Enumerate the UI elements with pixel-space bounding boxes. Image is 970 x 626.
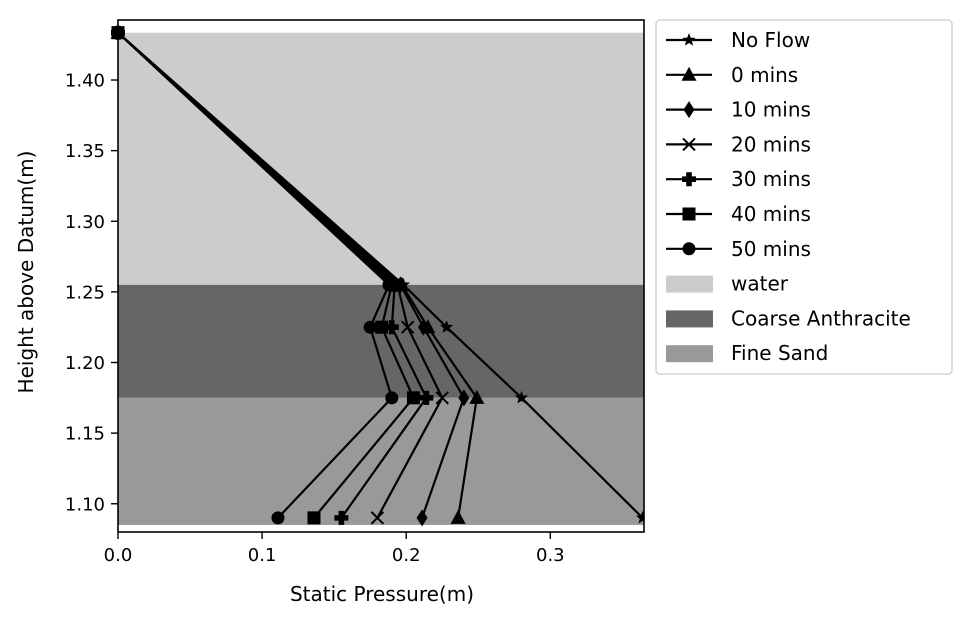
axes-layer: 0.0 0.1 0.2 0.3 1.10 1.15 1.20 1.25 1.30 1.35 1.40 [65,19,645,566]
legend-label: Coarse Anthracite [731,306,911,330]
legend-marker [683,101,695,119]
data-point-40-mins [375,320,389,334]
y-tick-label: 1.30 [65,212,105,233]
y-tick-label: 1.35 [65,141,105,162]
y-tick-label: 1.40 [65,71,105,92]
y-tick-label: 1.20 [65,353,105,374]
legend-label: Fine Sand [731,341,828,365]
legend-marker [682,137,696,152]
legend-item-0-mins: 0 mins [666,63,798,87]
x-tick-label: 0.1 [248,545,277,566]
legend-label: 0 mins [731,63,798,87]
legend-swatch [666,275,713,293]
data-point-30-mins [334,510,349,525]
data-point-no-flow [439,320,454,333]
data-point-50-mins [385,391,399,405]
series-layer [110,24,644,527]
legend-marker [682,33,696,46]
data-point-30-mins [419,390,434,405]
legend-label: 20 mins [731,132,811,156]
data-point-10-mins [416,509,428,527]
legend-label: 30 mins [731,167,811,191]
legend-label: 40 mins [731,202,811,226]
data-point-50-mins [363,320,377,334]
data-point-no-flow [635,510,644,524]
x-axis-label: Static Pressure(m) [290,582,474,606]
x-tick-label: 0.0 [104,545,133,566]
y-tick-label: 1.15 [65,424,105,445]
legend-item-30-mins: 30 mins [666,167,811,191]
y-tick-label: 1.25 [65,282,105,303]
legend-item-50-mins: 50 mins [666,237,811,261]
legend: No Flow 0 mins 10 mins 20 mins 30 mins 40 min… [655,19,953,375]
legend-label: 10 mins [731,98,811,122]
legend-swatch [666,345,713,363]
legend-box [655,19,953,375]
legend-swatch [666,310,713,328]
data-point-10-mins [458,389,470,407]
data-point-0-mins [469,389,485,404]
legend-item-fine-sand: Fine Sand [666,341,828,365]
data-point-40-mins [406,391,420,405]
x-tick-label: 0.2 [392,545,421,566]
data-point-20-mins [435,391,449,405]
band-water [118,32,644,285]
legend-item-water: water [666,272,789,296]
legend-item-20-mins: 20 mins [666,132,811,156]
data-point-30-mins [384,320,399,335]
data-point-50-mins [271,511,285,525]
legend-marker [682,242,696,256]
data-point-no-flow [514,390,529,404]
legend-marker [682,207,696,221]
legend-item-40-mins: 40 mins [666,202,811,226]
series-50-mins [111,26,399,525]
plot-frame [117,19,645,533]
data-point-10-mins [418,318,430,336]
bands-layer [118,32,644,525]
data-point-0-mins [450,509,466,524]
legend-label: No Flow [731,28,810,52]
legend-marker [682,172,696,187]
x-tick-label: 0.3 [536,545,565,566]
data-point-20-mins [370,511,385,525]
legend-item-no-flow: No Flow [666,28,810,52]
legend-label: water [731,272,789,296]
data-point-20-mins [400,320,415,334]
data-point-40-mins [307,511,321,525]
y-tick-label: 1.10 [65,494,105,515]
y-axis-label: Height above Datum(m) [14,151,38,394]
legend-item-coarse-anthracite: Coarse Anthracite [666,306,911,330]
series-40-mins [111,26,420,525]
legend-label: 50 mins [731,237,811,261]
legend-marker [681,66,697,81]
data-point-50-mins [382,278,396,292]
legend-item-10-mins: 10 mins [666,98,811,122]
